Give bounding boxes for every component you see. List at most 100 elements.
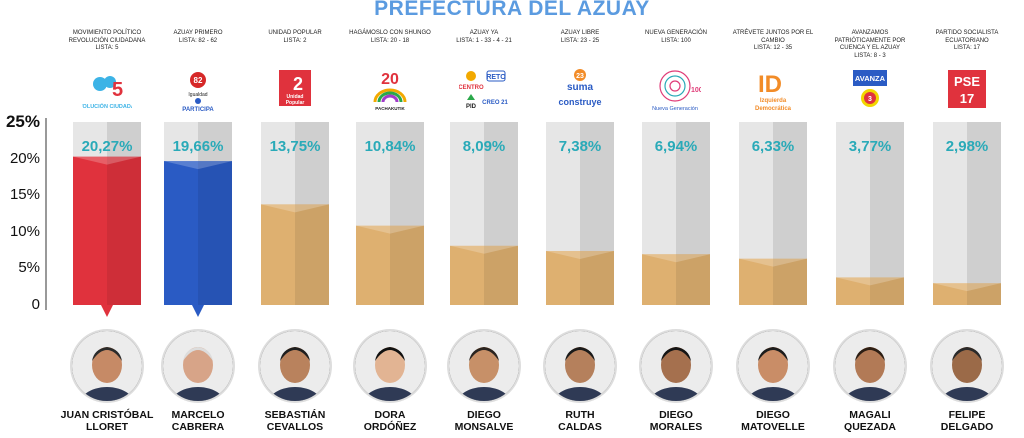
azuay-libre-logo-icon: 23 suma construye — [555, 68, 605, 114]
bar-shade — [967, 283, 1001, 305]
avatar — [72, 331, 142, 401]
svg-text:PSE: PSE — [954, 74, 980, 89]
svg-text:Igualdad: Igualdad — [188, 92, 207, 98]
candidate-last-name: LLORET — [86, 421, 128, 433]
candidate-first-name: MARCELO — [171, 409, 225, 421]
bar — [546, 250, 614, 305]
party-name: AZUAY LIBRE — [560, 30, 600, 36]
party-name: AZUAY PRIMERO — [173, 30, 223, 36]
bar-top-fold — [836, 277, 904, 286]
avatar — [260, 331, 330, 401]
avatar — [835, 331, 905, 401]
party-name: AVANZAMOS PATRIÓTICAMENTE POR CUENCA Y E… — [834, 30, 906, 51]
candidate-last-name: MATOVELLE — [741, 421, 805, 433]
svg-text:PARTICIPA: PARTICIPA — [182, 107, 214, 113]
candidate-last-name: ORDÓÑEZ — [363, 421, 417, 433]
bar-track-shade — [870, 122, 904, 305]
candidate-first-name: DIEGO — [467, 409, 501, 421]
candidate-name: FELIPE DELGADO — [917, 409, 1017, 433]
svg-text:Democrática: Democrática — [755, 106, 792, 112]
shungo-logo-icon: 20 PACHAKUTIK — [365, 68, 415, 114]
party-header: AVANZAMOS PATRIÓTICAMENTE POR CUENCA Y E… — [825, 30, 915, 107]
bar-top-fold — [642, 254, 710, 263]
party-header-row: MOVIMIENTO POLÍTICO REVOLUCIÓN CIUDADANA… — [0, 30, 1024, 122]
azuay-ya-logo-icon: RETO CENTRO PID CREO 21 — [458, 68, 509, 114]
svg-text:PACHAKUTIK: PACHAKUTIK — [375, 106, 405, 111]
bar-track-shade — [967, 122, 1001, 305]
bar — [450, 245, 518, 305]
party-lista: LISTA: 12 - 35 — [753, 45, 793, 51]
id-logo-icon: ID Izquierda Democrática — [748, 68, 798, 114]
svg-text:Izquierda: Izquierda — [760, 98, 787, 104]
bar — [356, 225, 424, 305]
bar — [836, 277, 904, 305]
party-lista: LISTA: 100 — [661, 37, 691, 44]
bar-top-fold — [546, 250, 614, 259]
party-lista: LISTA: 23 - 25 — [560, 37, 600, 44]
value-label: 13,75% — [270, 138, 321, 155]
candidate-photo — [72, 331, 142, 401]
party-header: AZUAY PRIMERO LISTA: 82 - 62 82 Igualdad PAR… — [153, 30, 243, 113]
pse-logo-icon: PSE 17 — [942, 68, 992, 114]
y-tick-label: 5% — [18, 259, 40, 277]
bar — [73, 156, 141, 305]
bar-shade — [198, 161, 232, 305]
svg-text:RETO: RETO — [486, 74, 506, 81]
party-name: UNIDAD POPULAR — [268, 30, 322, 36]
party-header: ATRÉVETE JUNTOS POR EL CAMBIO LISTA: 12 -… — [728, 30, 818, 112]
svg-text:17: 17 — [960, 91, 974, 106]
svg-text:suma: suma — [567, 82, 594, 93]
candidate-name: MARCELO CABRERA — [148, 409, 248, 433]
avatar — [738, 331, 808, 401]
svg-text:3: 3 — [868, 96, 872, 103]
candidate-first-name: JUAN CRISTÓBAL — [60, 409, 154, 421]
bar-shade — [295, 204, 329, 305]
bar-shade — [676, 254, 710, 305]
svg-text:23: 23 — [576, 73, 584, 80]
party-name: AZUAY YA — [469, 30, 499, 36]
svg-text:construye: construye — [558, 97, 601, 107]
bar-shade — [484, 245, 518, 305]
candidate-last-name: CALDAS — [558, 421, 602, 433]
candidate-last-name: MORALES — [649, 421, 703, 433]
value-label: 6,94% — [655, 138, 698, 155]
svg-text:CREO 21: CREO 21 — [482, 100, 508, 106]
party-header: AZUAY YA LISTA: 1 - 33 - 4 - 21 RETO CENTRO… — [439, 30, 529, 110]
candidate-last-name: DELGADO — [940, 421, 994, 433]
candidate-name: SEBASTIÁN CEVALLOS — [245, 409, 345, 433]
svg-text:20: 20 — [381, 71, 399, 88]
bar — [164, 161, 232, 305]
candidate-name: MAGALI QUEZADA — [820, 409, 920, 433]
bar — [642, 254, 710, 305]
value-label: 20,27% — [82, 138, 133, 155]
candidate-name: DIEGO MONSALVE — [434, 409, 534, 433]
candidate-last-name: QUEZADA — [844, 421, 896, 433]
candidate-photo — [449, 331, 519, 401]
svg-text:2: 2 — [293, 74, 303, 94]
party-name: PARTIDO SOCIALISTA ECUATORIANO — [935, 30, 999, 44]
svg-text:100: 100 — [691, 87, 701, 94]
party-header: MOVIMIENTO POLÍTICO REVOLUCIÓN CIUDADANA… — [62, 30, 152, 110]
value-label: 3,77% — [849, 138, 892, 155]
y-tick-label: 20% — [9, 149, 40, 167]
bar-shade — [773, 258, 807, 305]
bar-track-highlight — [933, 122, 967, 305]
candidate-photo — [355, 331, 425, 401]
bar-shade — [390, 225, 424, 305]
y-tick-label: 15% — [9, 186, 40, 204]
party-lista: LISTA: 1 - 33 - 4 - 21 — [456, 37, 512, 44]
page-title: PREFECTURA DEL AZUAY — [374, 0, 650, 20]
party-lista: LISTA: 2 — [283, 37, 307, 44]
candidate-first-name: DORA — [374, 409, 406, 421]
party-header: UNIDAD POPULAR LISTA: 2 2 Unidad Popular — [250, 30, 340, 106]
candidate-first-name: DIEGO — [756, 409, 790, 421]
candidate-name: DORA ORDÓÑEZ — [340, 409, 440, 433]
candidate-photo — [163, 331, 233, 401]
avatar — [449, 331, 519, 401]
candidate-name: RUTH CALDAS — [530, 409, 630, 433]
bar-pointer — [192, 305, 204, 317]
candidate-last-name: CEVALLOS — [266, 421, 324, 433]
bar-top-fold — [356, 225, 424, 234]
avatar — [545, 331, 615, 401]
candidate-name: JUAN CRISTÓBAL LLORET — [57, 409, 157, 433]
